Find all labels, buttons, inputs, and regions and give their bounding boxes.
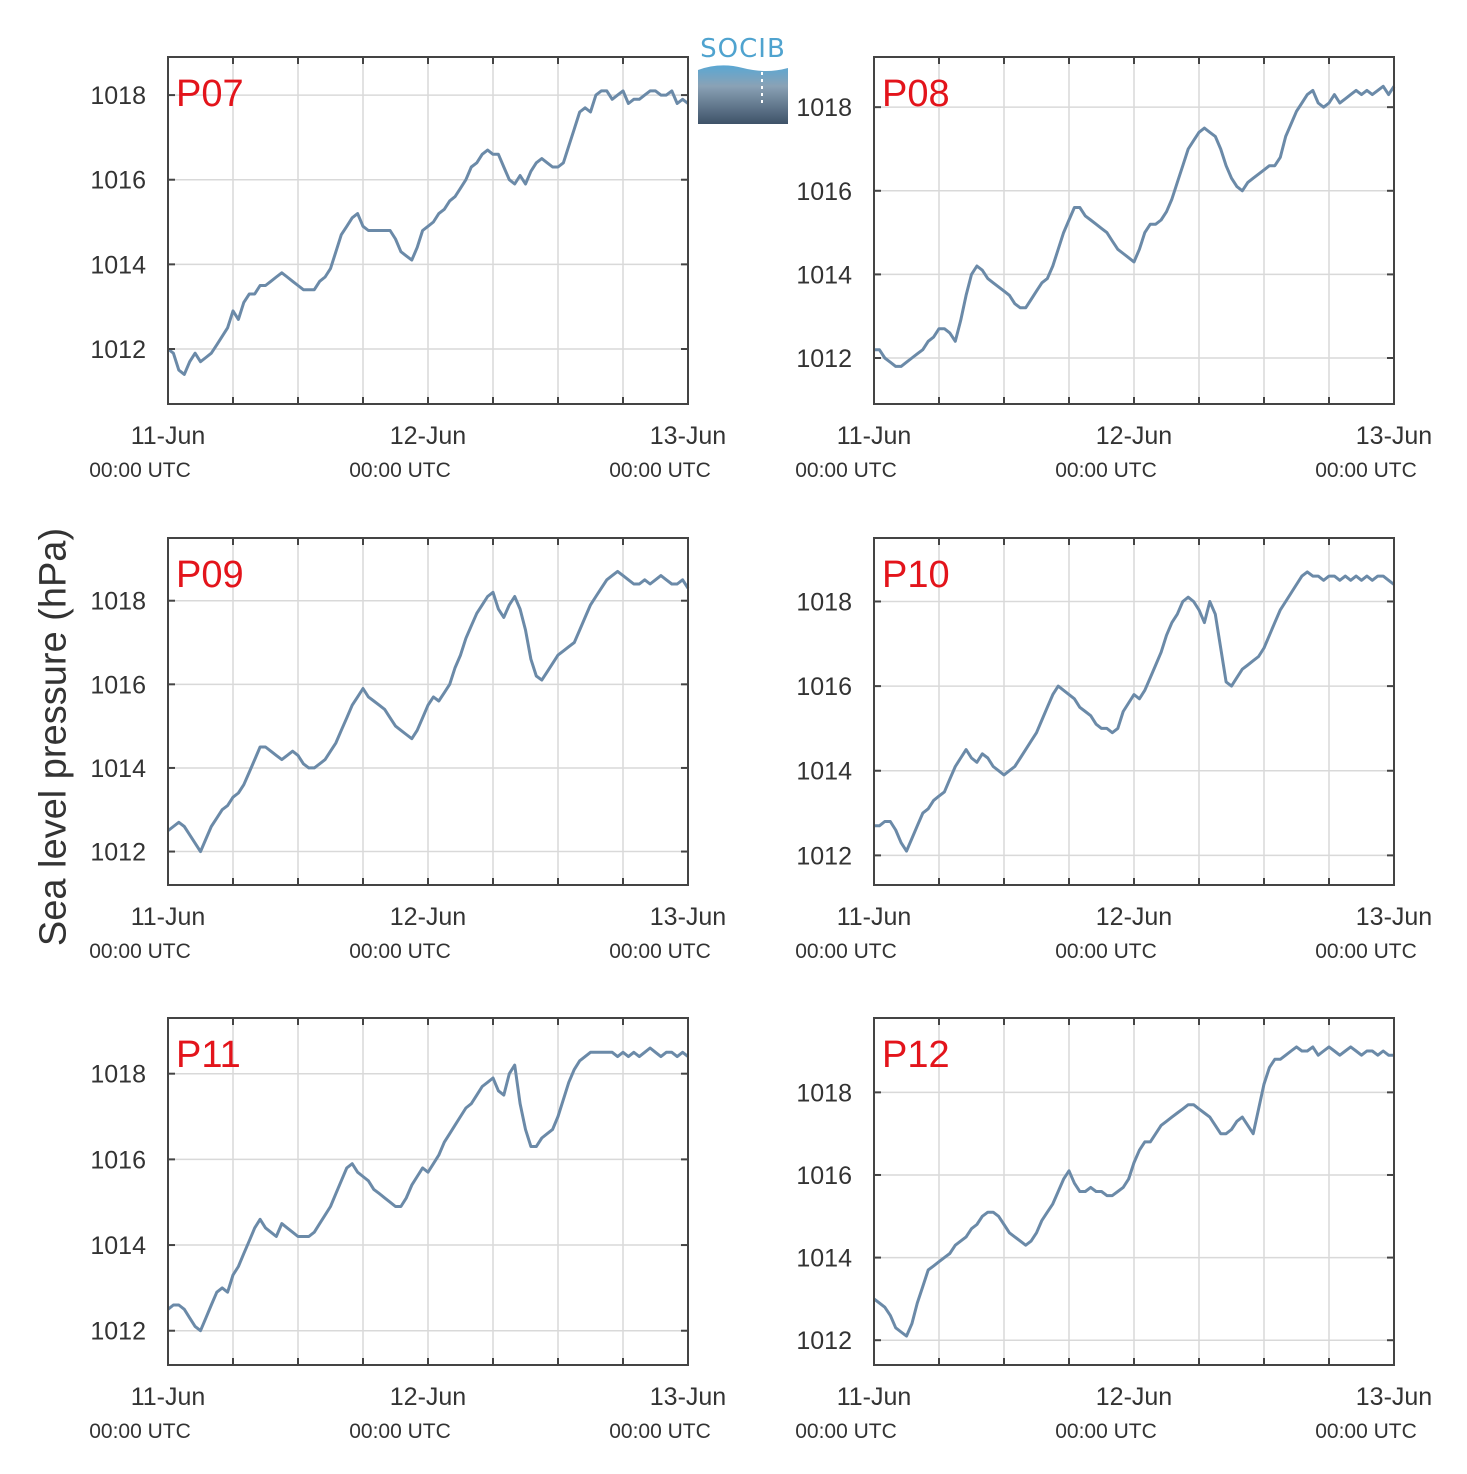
x-tick-label: 13-Jun bbox=[1356, 422, 1432, 450]
x-tick-sublabel: 00:00 UTC bbox=[609, 459, 711, 482]
panel-label: P11 bbox=[176, 1034, 241, 1076]
panel-label: P12 bbox=[882, 1034, 950, 1076]
y-axis-label: Sea level pressure (hPa) bbox=[32, 527, 75, 947]
y-tick-label: 1018 bbox=[90, 1061, 146, 1089]
x-tick-sublabel: 00:00 UTC bbox=[795, 459, 897, 482]
series-line bbox=[874, 84, 1396, 368]
x-tick-sublabel: 00:00 UTC bbox=[795, 940, 897, 963]
x-tick-label: 12-Jun bbox=[390, 422, 466, 450]
x-tick-sublabel: 00:00 UTC bbox=[349, 1420, 451, 1443]
x-tick-sublabel: 00:00 UTC bbox=[349, 940, 451, 963]
x-tick-label: 12-Jun bbox=[1096, 1383, 1172, 1411]
x-tick-sublabel: 00:00 UTC bbox=[1055, 940, 1157, 963]
panel-p12: 1012 1014 1016 1018 11-Jun 00:00 UTC 12-Jun 00:… bbox=[795, 1017, 1432, 1443]
x-tick-label: 13-Jun bbox=[650, 1383, 726, 1411]
y-tick-label: 1014 bbox=[90, 755, 146, 783]
x-tick-label: 11-Jun bbox=[837, 1383, 912, 1411]
y-tick-label: 1016 bbox=[796, 1162, 852, 1190]
x-tick-label: 13-Jun bbox=[1356, 903, 1432, 931]
y-tick-label: 1014 bbox=[90, 1232, 146, 1260]
series-line bbox=[873, 1045, 1394, 1338]
panel-label: P10 bbox=[882, 554, 950, 596]
y-tick-label: 1012 bbox=[90, 336, 146, 364]
x-tick-label: 11-Jun bbox=[131, 903, 206, 931]
x-tick-sublabel: 00:00 UTC bbox=[1315, 1420, 1417, 1443]
x-tick-sublabel: 00:00 UTC bbox=[609, 1420, 711, 1443]
panel-p08: 1012 1014 1016 1018 11-Jun 00:00 UTC 12-Jun 00:… bbox=[795, 56, 1432, 482]
x-tick-label: 12-Jun bbox=[390, 1383, 466, 1411]
logo-wave-icon bbox=[698, 65, 788, 124]
panel-label: P09 bbox=[176, 554, 244, 596]
panel-label: P07 bbox=[176, 73, 244, 115]
x-tick-sublabel: 00:00 UTC bbox=[89, 940, 191, 963]
x-tick-sublabel: 00:00 UTC bbox=[795, 1420, 897, 1443]
y-tick-label: 1018 bbox=[796, 1079, 852, 1107]
y-tick-label: 1014 bbox=[796, 758, 852, 786]
socib-logo: SOCIB bbox=[698, 34, 788, 126]
panel-p10: 1012 1014 1016 1018 11-Jun 00:00 UTC 12-Jun 00:… bbox=[795, 537, 1432, 963]
x-tick-label: 13-Jun bbox=[650, 422, 726, 450]
x-tick-sublabel: 00:00 UTC bbox=[1055, 1420, 1157, 1443]
y-tick-label: 1016 bbox=[90, 1146, 146, 1174]
y-tick-label: 1014 bbox=[90, 251, 146, 279]
x-tick-sublabel: 00:00 UTC bbox=[89, 1420, 191, 1443]
y-tick-label: 1018 bbox=[90, 82, 146, 110]
series-line bbox=[167, 89, 689, 376]
x-tick-label: 11-Jun bbox=[837, 422, 912, 450]
y-tick-label: 1012 bbox=[90, 1318, 146, 1346]
y-tick-label: 1018 bbox=[796, 588, 852, 616]
x-tick-sublabel: 00:00 UTC bbox=[1315, 459, 1417, 482]
y-tick-label: 1012 bbox=[796, 345, 852, 373]
x-tick-sublabel: 00:00 UTC bbox=[1315, 940, 1417, 963]
x-tick-sublabel: 00:00 UTC bbox=[89, 459, 191, 482]
series-line bbox=[874, 570, 1395, 853]
x-tick-label: 12-Jun bbox=[390, 903, 466, 931]
logo-text: SOCIB bbox=[700, 34, 786, 64]
x-tick-sublabel: 00:00 UTC bbox=[609, 940, 711, 963]
y-tick-label: 1014 bbox=[796, 1245, 852, 1273]
y-tick-label: 1016 bbox=[796, 178, 852, 206]
panel-p11: 1012 1014 1016 1018 11-Jun 00:00 UTC 12-Jun 00:… bbox=[89, 1017, 726, 1443]
panel-label: P08 bbox=[882, 73, 950, 115]
x-tick-label: 11-Jun bbox=[131, 1383, 206, 1411]
y-tick-label: 1018 bbox=[796, 94, 852, 122]
panel-p09: 1012 1014 1016 1018 11-Jun 00:00 UTC 12-Jun 00:… bbox=[89, 537, 726, 963]
panel-p07: 1012 1014 1016 1018 11-Jun 00:00 UTC 12-Jun 00:… bbox=[89, 56, 726, 482]
x-tick-label: 11-Jun bbox=[131, 422, 206, 450]
x-tick-label: 12-Jun bbox=[1096, 422, 1172, 450]
y-tick-label: 1016 bbox=[90, 671, 146, 699]
x-tick-label: 13-Jun bbox=[1356, 1383, 1432, 1411]
y-tick-label: 1018 bbox=[90, 588, 146, 616]
y-tick-label: 1016 bbox=[796, 673, 852, 701]
x-tick-sublabel: 00:00 UTC bbox=[349, 459, 451, 482]
y-tick-label: 1012 bbox=[796, 842, 852, 870]
x-tick-label: 13-Jun bbox=[650, 903, 726, 931]
x-tick-sublabel: 00:00 UTC bbox=[1055, 459, 1157, 482]
series-line bbox=[167, 569, 690, 854]
y-tick-label: 1012 bbox=[90, 839, 146, 867]
y-tick-label: 1016 bbox=[90, 167, 146, 195]
x-tick-label: 11-Jun bbox=[837, 903, 912, 931]
y-tick-label: 1014 bbox=[796, 261, 852, 289]
x-tick-label: 12-Jun bbox=[1096, 903, 1172, 931]
series-line bbox=[167, 1046, 689, 1333]
y-tick-label: 1012 bbox=[796, 1327, 852, 1355]
